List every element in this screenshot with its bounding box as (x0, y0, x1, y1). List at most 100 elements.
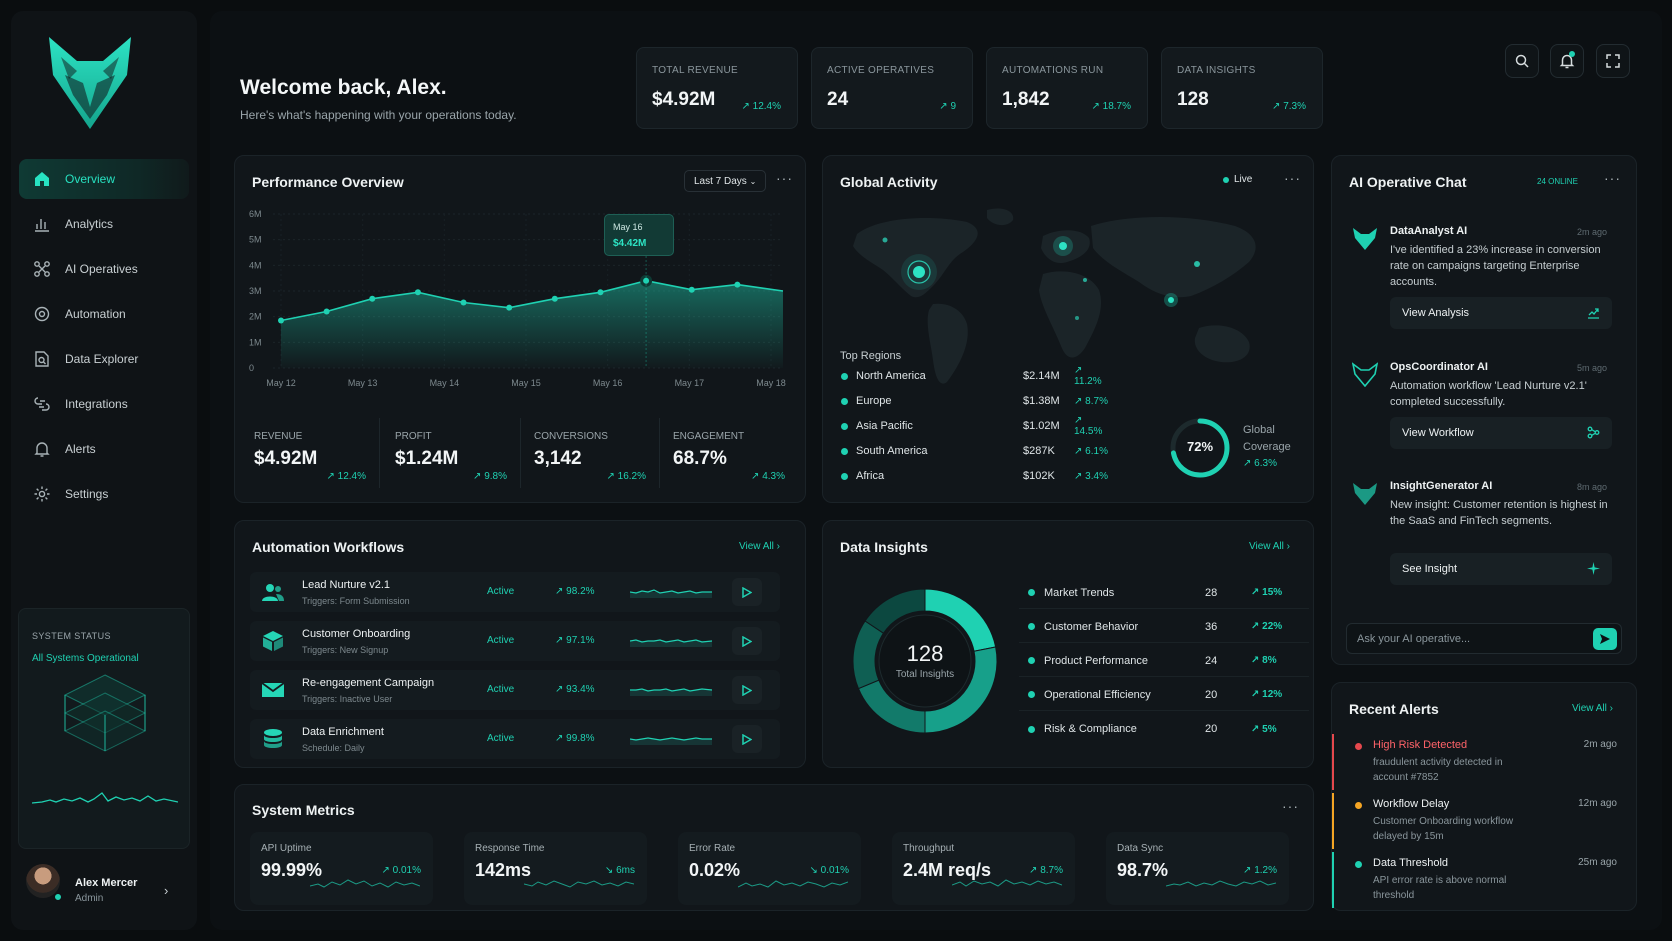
more-menu-icon[interactable]: ··· (1604, 170, 1621, 186)
insight-name: Risk & Compliance (1044, 723, 1137, 735)
run-workflow-button[interactable] (732, 676, 762, 704)
page-subtitle: Here's what's happening with your operat… (240, 108, 517, 122)
performance-title: Performance Overview (252, 174, 404, 190)
stat-delta-value: 9.8% (484, 471, 507, 482)
message-time: 2m ago (1576, 227, 1607, 237)
system-status-state: All Systems Operational (32, 653, 139, 664)
notification-dot (1569, 51, 1575, 57)
nav-overview[interactable]: Overview (19, 159, 189, 199)
view-analysis-button[interactable]: View Analysis (1390, 297, 1612, 329)
fullscreen-button[interactable] (1596, 44, 1630, 78)
nav-integrations[interactable]: Integrations (19, 384, 189, 424)
insight-row[interactable]: Customer Behavior 36 ↗ 22% (1019, 611, 1309, 643)
alert-item[interactable]: Workflow Delay 12m ago Customer Onboarding… (1332, 793, 1617, 849)
nav-ai-operatives[interactable]: AI Operatives (19, 249, 189, 289)
region-pct: 11.2% (1074, 376, 1102, 387)
chevron-right-icon[interactable]: › (164, 883, 169, 898)
agent-name: InsightGenerator AI (1390, 480, 1493, 492)
workflows-view-all[interactable]: View All › (739, 541, 780, 552)
stat-revenue: REVENUE $4.92M ↗ 12.4% (254, 431, 366, 482)
alert-time: 2m ago (1583, 739, 1617, 750)
workflow-status: Active (487, 733, 515, 744)
range-dropdown[interactable]: Last 7 Days ⌄ (684, 170, 767, 192)
tooltip-value: $4.42M (613, 238, 647, 249)
metric-delta: ↘ 6ms (604, 865, 635, 876)
kpi-delta: ↗ 18.7% (1091, 101, 1131, 112)
kpi-data-insights: DATA INSIGHTS 128 ↗ 7.3% (1161, 47, 1323, 129)
region-dot (841, 372, 848, 380)
nav-analytics[interactable]: Analytics (19, 204, 189, 244)
stat-value: 3,142 (534, 448, 582, 469)
top-regions-title: Top Regions (840, 350, 902, 362)
stat-label: REVENUE (254, 431, 303, 442)
metric-card: Error Rate 0.02% ↘ 0.01% (678, 832, 861, 905)
region-delta: ↗ 11.2% (1074, 365, 1102, 387)
workflow-row[interactable]: Re-engagement Campaign Triggers: Inactiv… (250, 670, 780, 710)
nav-label: Automation (65, 307, 126, 321)
chat-input[interactable]: Ask your AI operative... (1346, 623, 1622, 654)
insight-name: Operational Efficiency (1044, 688, 1151, 701)
kpi-delta-value: 9 (950, 101, 956, 112)
nav-data-explorer[interactable]: Data Explorer (19, 339, 189, 379)
coverage-delta: ↗ 6.3% (1243, 458, 1277, 469)
workflow-row[interactable]: Data Enrichment Schedule: Daily Active ↗… (250, 719, 780, 759)
more-menu-icon[interactable]: ··· (1282, 798, 1299, 814)
stat-delta-value: 16.2% (617, 471, 646, 482)
home-icon (35, 172, 49, 186)
workflow-row[interactable]: Customer Onboarding Triggers: New Signup… (250, 621, 780, 661)
data-point (551, 295, 558, 302)
nav-settings[interactable]: Settings (19, 474, 189, 514)
data-point (369, 295, 376, 302)
metric-value: 2.4M req/s (903, 860, 992, 880)
series-line (280, 279, 784, 322)
data-point (640, 274, 653, 287)
alert-item[interactable]: Data Threshold 25m ago API error rate is a… (1332, 852, 1617, 908)
nav-automation[interactable]: Automation (19, 294, 189, 334)
view-workflow-button[interactable]: View Workflow (1390, 417, 1612, 449)
fox-logo-icon[interactable] (47, 35, 133, 131)
kpi-value: 1,842 (1002, 89, 1050, 110)
insight-row[interactable]: Market Trends 28 ↗ 15% (1019, 577, 1309, 609)
nav-alerts[interactable]: Alerts (19, 429, 189, 469)
run-workflow-button[interactable] (732, 578, 762, 606)
message-text: Automation workflow 'Lead Nurture v2.1' … (1390, 380, 1587, 408)
alert-accent-bar (1332, 793, 1334, 849)
run-workflow-button[interactable] (732, 725, 762, 753)
run-workflow-button[interactable] (732, 627, 762, 655)
insight-row[interactable]: Risk & Compliance 20 ↗ 5% (1019, 713, 1309, 745)
insight-row[interactable]: Operational Efficiency 20 ↗ 12% (1019, 679, 1309, 711)
x-tick-label: May 14 (430, 378, 460, 388)
plug-icon (34, 397, 50, 411)
stat-value: $4.92M (254, 448, 318, 469)
global-title: Global Activity (840, 174, 938, 190)
metric-value: 142ms (475, 860, 532, 880)
insight-row[interactable]: Product Performance 24 ↗ 8% (1019, 645, 1309, 677)
alert-accent-bar (1332, 852, 1334, 908)
alerts-view-all[interactable]: View All › (1572, 703, 1613, 714)
stat-conversions: CONVERSIONS 3,142 ↗ 16.2% (534, 431, 646, 482)
kpi-label: TOTAL REVENUE (652, 65, 738, 76)
gear-cycle-icon (34, 306, 50, 322)
alert-item[interactable]: High Risk Detected 2m ago fraudulent activ… (1332, 734, 1617, 790)
see-insight-button[interactable]: See Insight (1390, 553, 1612, 585)
workflow-rate-value: 98.2% (566, 586, 595, 597)
workflow-row[interactable]: Lead Nurture v2.1 Triggers: Form Submiss… (250, 572, 780, 612)
notifications-button[interactable] (1550, 44, 1584, 78)
more-menu-icon[interactable]: ··· (776, 170, 793, 186)
send-button[interactable] (1593, 628, 1617, 650)
more-menu-icon[interactable]: ··· (1284, 170, 1301, 186)
alert-dot (1355, 861, 1362, 868)
workflow-status: Active (487, 586, 515, 597)
search-button[interactable] (1505, 44, 1539, 78)
insight-count: 28 (1205, 586, 1218, 599)
region-dot (841, 472, 848, 480)
chart-up-icon (1588, 308, 1599, 319)
settings-icon (34, 486, 50, 502)
insights-view-all[interactable]: View All › (1249, 541, 1290, 552)
metric-delta: ↘ 0.01% (809, 865, 849, 876)
avatar[interactable] (26, 864, 60, 898)
insight-dot (1028, 623, 1035, 630)
data-insights-panel: Data Insights View All › 128 Total Insig… (822, 520, 1314, 768)
sidebar: Overview Analytics AI Operatives Automat… (11, 11, 197, 930)
insight-delta: ↗ 8% (1251, 655, 1277, 666)
